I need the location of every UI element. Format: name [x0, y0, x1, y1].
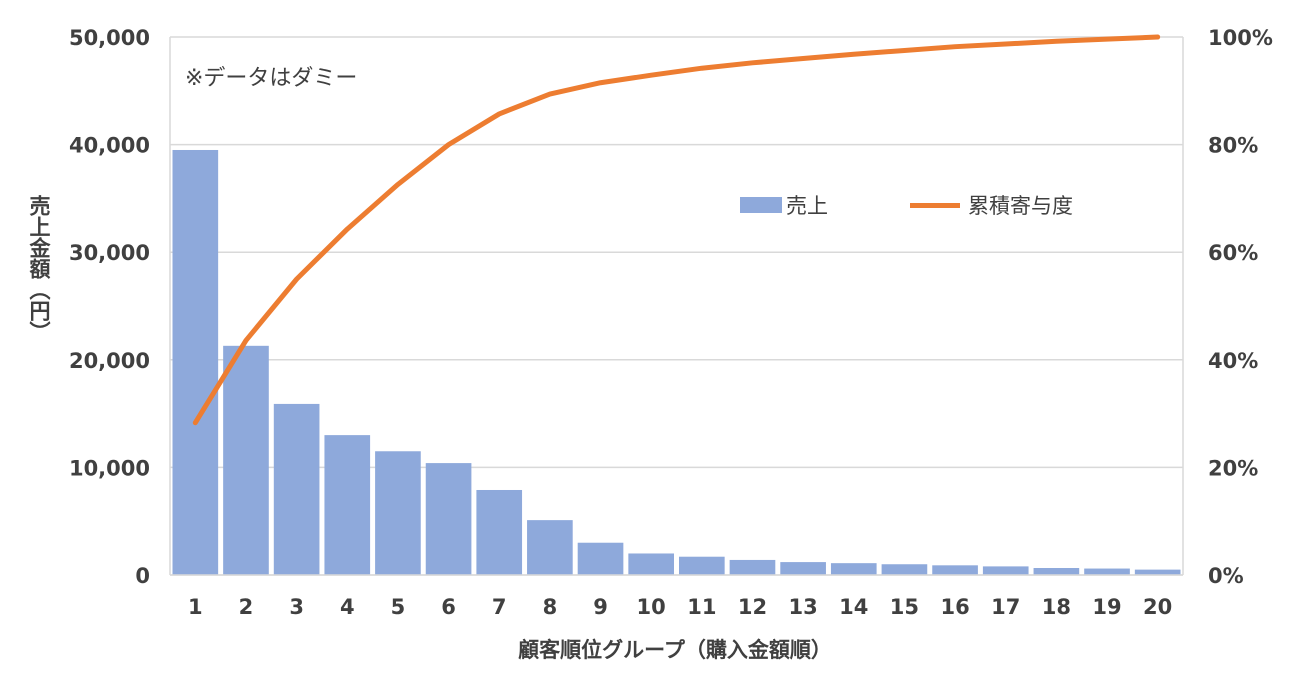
x-tick-label: 8: [543, 595, 558, 619]
dummy-data-note: ※データはダミー: [185, 66, 358, 91]
x-tick-label: 13: [789, 595, 818, 619]
y-tick-label: 40,000: [69, 134, 150, 158]
x-tick-label: 20: [1143, 595, 1172, 619]
bar-1: [172, 149, 219, 576]
x-tick-label: 12: [738, 595, 767, 619]
legend-item-cumulative: 累積寄与度: [910, 190, 1073, 220]
x-tick-label: 10: [637, 595, 666, 619]
x-tick-label: 15: [890, 595, 919, 619]
bar-12: [729, 559, 776, 575]
bar-19: [1084, 568, 1130, 575]
x-tick-label: 16: [940, 595, 969, 619]
x-tick-label: 18: [1042, 595, 1071, 619]
bar-6: [425, 463, 472, 575]
x-tick-label: 6: [441, 595, 456, 619]
x-tick-label: 1: [188, 595, 203, 619]
y2-tick-label: 100%: [1208, 26, 1273, 50]
x-axis-label: 顧客順位グループ（購入金額順）: [518, 638, 832, 662]
y2-tick-label: 80%: [1208, 134, 1258, 158]
bar-16: [932, 565, 978, 575]
x-tick-label: 4: [340, 595, 355, 619]
x-tick-label: 9: [593, 595, 608, 619]
legend-swatch-bar: [740, 197, 782, 213]
x-tick-label: 2: [239, 595, 254, 619]
x-tick-label: 17: [991, 595, 1020, 619]
bar-4: [324, 435, 371, 575]
bar-9: [577, 542, 624, 575]
y2-tick-label: 60%: [1208, 241, 1258, 265]
y2-tick-label: 20%: [1208, 456, 1258, 480]
bar-15: [881, 564, 928, 575]
y-tick-label: 0: [135, 564, 150, 588]
bar-17: [982, 566, 1029, 575]
x-tick-label: 11: [687, 595, 716, 619]
bar-3: [273, 403, 320, 575]
bar-8: [527, 520, 573, 575]
bar-11: [679, 556, 725, 575]
bar-5: [375, 451, 421, 575]
legend-label-cumulative: 累積寄与度: [968, 194, 1073, 218]
cumulative-line: [192, 34, 1161, 426]
bar-7: [476, 489, 523, 575]
bar-10: [628, 553, 674, 575]
bar-14: [830, 563, 877, 575]
x-tick-label: 7: [492, 595, 507, 619]
legend-item-sales: 売上: [740, 190, 828, 220]
y2-tick-label: 0%: [1208, 564, 1244, 588]
y-tick-label: 20,000: [69, 349, 150, 373]
x-tick-label: 14: [839, 595, 868, 619]
legend-label-sales: 売上: [786, 194, 828, 218]
bar-13: [780, 562, 826, 575]
bar-20: [1134, 569, 1181, 575]
x-tick-label: 5: [391, 595, 406, 619]
y2-tick-label: 40%: [1208, 349, 1258, 373]
legend-swatch-line: [910, 202, 960, 208]
x-tick-label: 3: [289, 595, 304, 619]
y-axis-label: 売上金額（円）: [27, 195, 51, 342]
x-tick-label: 19: [1092, 595, 1121, 619]
y-tick-label: 50,000: [69, 26, 150, 50]
bar-18: [1033, 568, 1080, 575]
y-tick-label: 30,000: [69, 241, 150, 265]
y-tick-label: 10,000: [69, 456, 150, 480]
bar-2: [223, 345, 269, 575]
